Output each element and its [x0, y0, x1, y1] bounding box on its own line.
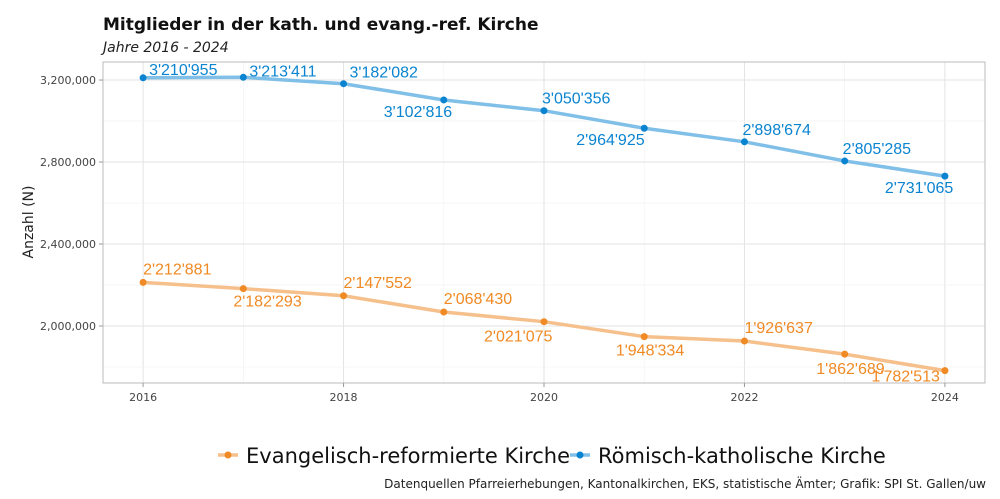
data-label: 3'213'411	[249, 63, 316, 80]
legend-item: Evangelisch-reformierte Kirche	[218, 444, 570, 468]
x-tick-label: 2024	[931, 391, 959, 404]
data-point	[139, 278, 147, 286]
data-label: 1'926'637	[744, 320, 813, 337]
legend-label: Römisch-katholische Kirche	[598, 444, 886, 468]
data-label: 2'964'925	[576, 132, 645, 149]
data-point	[239, 285, 247, 293]
data-label: 2'068'430	[444, 291, 512, 308]
data-label: 1'782'513	[872, 369, 941, 386]
data-label: 1'948'334	[616, 343, 685, 360]
x-tick-label: 2020	[530, 391, 558, 404]
data-label: 3'102'816	[384, 104, 453, 121]
x-tick-label: 2022	[730, 391, 758, 404]
data-point	[340, 292, 348, 300]
y-tick-label: 2,400,000	[40, 238, 96, 251]
data-point	[941, 172, 949, 180]
data-label: 2'212'881	[143, 261, 212, 278]
data-point	[139, 74, 147, 82]
data-label: 3'210'955	[149, 62, 218, 79]
x-tick-label: 2018	[330, 391, 358, 404]
data-label: 2'805'285	[843, 141, 912, 158]
series-catholic: 3'210'955 3'213'411 3'182'082 3'102'816 3'05…	[139, 62, 954, 197]
data-label: 2'731'065	[885, 180, 954, 197]
data-point	[440, 96, 448, 104]
data-point	[841, 350, 849, 358]
caption: Datenquellen Pfarreierhebungen, Kantonal…	[384, 476, 986, 491]
data-point	[841, 157, 849, 165]
y-tick-label: 3,200,000	[40, 74, 96, 87]
data-label: 2'182'293	[233, 294, 302, 311]
data-point	[540, 107, 548, 115]
legend-point	[576, 451, 584, 459]
data-label: 2'021'075	[484, 329, 553, 346]
chart-subtitle: Jahre 2016 - 2024	[100, 40, 229, 56]
data-point	[540, 318, 548, 326]
data-label: 1'862'689	[816, 361, 885, 378]
data-point	[941, 367, 949, 375]
data-point	[640, 124, 648, 132]
data-label: 2'898'674	[742, 122, 811, 139]
data-point	[440, 308, 448, 316]
data-label: 2'147'552	[344, 275, 413, 292]
data-point	[239, 73, 247, 81]
data-point	[740, 138, 748, 146]
y-tick-label: 2,000,000	[40, 320, 96, 333]
data-label: 3'050'356	[542, 91, 611, 108]
legend-label: Evangelisch-reformierte Kirche	[246, 444, 570, 468]
series-reformed: 2'212'881 2'182'293 2'147'552 2'068'430 2'02…	[139, 261, 949, 386]
chart-title: Mitglieder in der kath. und evang.-ref. …	[103, 15, 538, 35]
legend-item: Römisch-katholische Kirche	[570, 444, 886, 468]
data-point	[740, 337, 748, 345]
legend-point	[224, 451, 232, 459]
data-point	[640, 333, 648, 341]
x-tick-label: 2016	[129, 391, 157, 404]
y-tick-label: 2,800,000	[40, 156, 96, 169]
data-label: 3'182'082	[350, 65, 419, 82]
data-point	[340, 80, 348, 88]
y-axis-label: Anzahl (N)	[21, 186, 37, 259]
